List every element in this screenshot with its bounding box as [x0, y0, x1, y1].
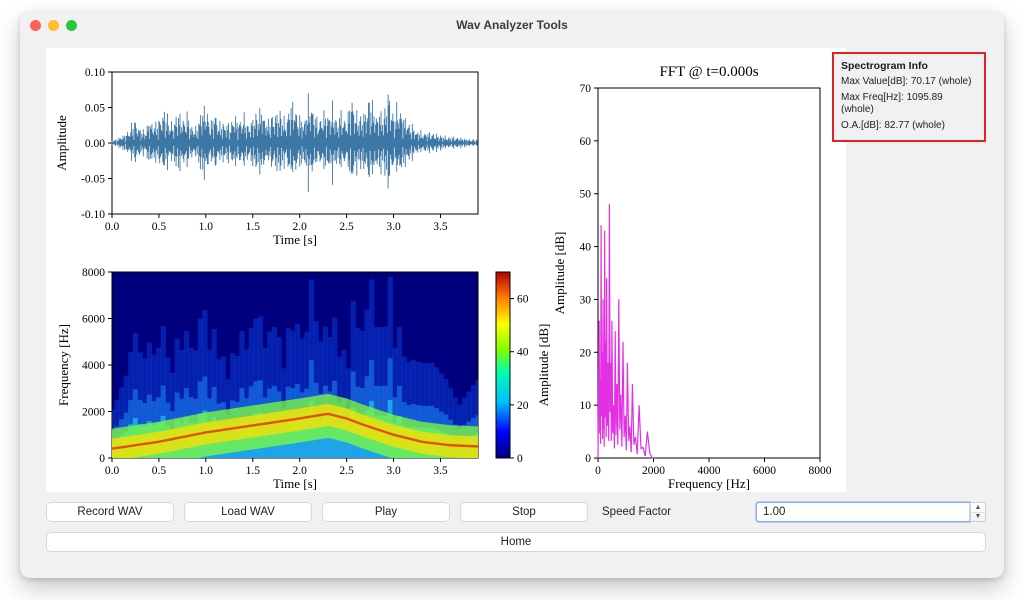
svg-text:0: 0 — [99, 453, 105, 465]
svg-text:FFT @ t=0.000s: FFT @ t=0.000s — [659, 64, 758, 80]
svg-text:0.0: 0.0 — [105, 221, 120, 233]
spectrogram-info-panel: Spectrogram Info Max Value[dB]: 70.17 (w… — [832, 52, 986, 142]
svg-text:6000: 6000 — [753, 465, 776, 477]
svg-text:-0.10: -0.10 — [81, 209, 105, 221]
speed-factor-input[interactable] — [756, 502, 970, 522]
spinner-down-icon[interactable]: ▼ — [971, 513, 985, 522]
content-area: -0.10-0.050.000.050.100.00.51.01.52.02.5… — [20, 38, 1004, 578]
svg-text:4000: 4000 — [82, 360, 105, 372]
window-title: Wav Analyzer Tools — [20, 18, 1004, 32]
svg-text:Amplitude: Amplitude — [54, 115, 69, 171]
speed-factor-spinners: ▲ ▼ — [970, 502, 986, 522]
svg-text:2.5: 2.5 — [339, 465, 354, 477]
minimize-traffic-icon[interactable] — [48, 20, 59, 31]
svg-text:6000: 6000 — [82, 314, 105, 326]
svg-text:0.5: 0.5 — [152, 465, 167, 477]
svg-text:3.0: 3.0 — [386, 465, 401, 477]
app-window: Wav Analyzer Tools -0.10-0.050.000.050.1… — [20, 12, 1004, 578]
info-max-value: Max Value[dB]: 70.17 (whole) — [841, 76, 977, 89]
svg-text:0.10: 0.10 — [85, 67, 105, 79]
svg-text:60: 60 — [517, 294, 529, 306]
plots-svg: -0.10-0.050.000.050.100.00.51.01.52.02.5… — [46, 48, 846, 492]
home-button[interactable]: Home — [46, 532, 986, 552]
titlebar: Wav Analyzer Tools — [20, 12, 1004, 38]
svg-text:2000: 2000 — [642, 465, 665, 477]
play-button[interactable]: Play — [322, 502, 450, 522]
speed-factor-stepper[interactable]: ▲ ▼ — [756, 502, 986, 522]
speed-factor-label: Speed Factor — [602, 506, 671, 518]
svg-text:0.0: 0.0 — [105, 465, 120, 477]
svg-text:8000: 8000 — [82, 267, 105, 279]
svg-text:Amplitude [dB]: Amplitude [dB] — [536, 324, 551, 407]
svg-text:40: 40 — [517, 347, 529, 359]
svg-text:2.5: 2.5 — [339, 221, 354, 233]
info-max-freq: Max Freq[Hz]: 1095.89 (whole) — [841, 92, 977, 117]
svg-text:Frequency [Hz]: Frequency [Hz] — [668, 476, 750, 491]
svg-text:1.5: 1.5 — [246, 465, 261, 477]
svg-text:0.5: 0.5 — [152, 221, 167, 233]
svg-text:10: 10 — [580, 400, 592, 412]
svg-text:0: 0 — [585, 453, 591, 465]
svg-text:0.00: 0.00 — [85, 138, 105, 150]
svg-text:20: 20 — [517, 400, 529, 412]
record-button[interactable]: Record WAV — [46, 502, 174, 522]
home-row: Home — [46, 532, 986, 552]
zoom-traffic-icon[interactable] — [66, 20, 77, 31]
svg-text:3.5: 3.5 — [433, 221, 448, 233]
svg-text:1.5: 1.5 — [246, 221, 261, 233]
controls-row: Record WAV Load WAV Play Stop Speed Fact… — [46, 500, 986, 524]
load-button[interactable]: Load WAV — [184, 502, 312, 522]
svg-text:0: 0 — [517, 453, 523, 465]
svg-text:1.0: 1.0 — [199, 221, 214, 233]
svg-text:3.5: 3.5 — [433, 465, 448, 477]
svg-text:50: 50 — [580, 189, 592, 201]
svg-text:0.05: 0.05 — [85, 103, 105, 115]
svg-text:0: 0 — [595, 465, 601, 477]
spinner-up-icon[interactable]: ▲ — [971, 503, 985, 513]
svg-text:20: 20 — [580, 347, 592, 359]
svg-text:1.0: 1.0 — [199, 465, 214, 477]
info-header: Spectrogram Info — [841, 60, 977, 72]
svg-text:Frequency [Hz]: Frequency [Hz] — [56, 324, 71, 406]
info-oa: O.A.[dB]: 82.77 (whole) — [841, 120, 977, 133]
svg-text:3.0: 3.0 — [386, 221, 401, 233]
svg-text:70: 70 — [580, 83, 592, 95]
svg-text:Time [s]: Time [s] — [273, 232, 317, 247]
svg-text:60: 60 — [580, 136, 592, 148]
stop-button[interactable]: Stop — [460, 502, 588, 522]
svg-text:-0.05: -0.05 — [81, 174, 105, 186]
close-traffic-icon[interactable] — [30, 20, 41, 31]
svg-text:Amplitude [dB]: Amplitude [dB] — [552, 232, 567, 315]
svg-text:2000: 2000 — [82, 407, 105, 419]
svg-text:8000: 8000 — [809, 465, 832, 477]
plot-area: -0.10-0.050.000.050.100.00.51.01.52.02.5… — [46, 48, 846, 492]
svg-text:40: 40 — [580, 242, 592, 254]
svg-text:30: 30 — [580, 294, 592, 306]
svg-text:Time [s]: Time [s] — [273, 476, 317, 491]
traffic-lights — [30, 20, 77, 31]
